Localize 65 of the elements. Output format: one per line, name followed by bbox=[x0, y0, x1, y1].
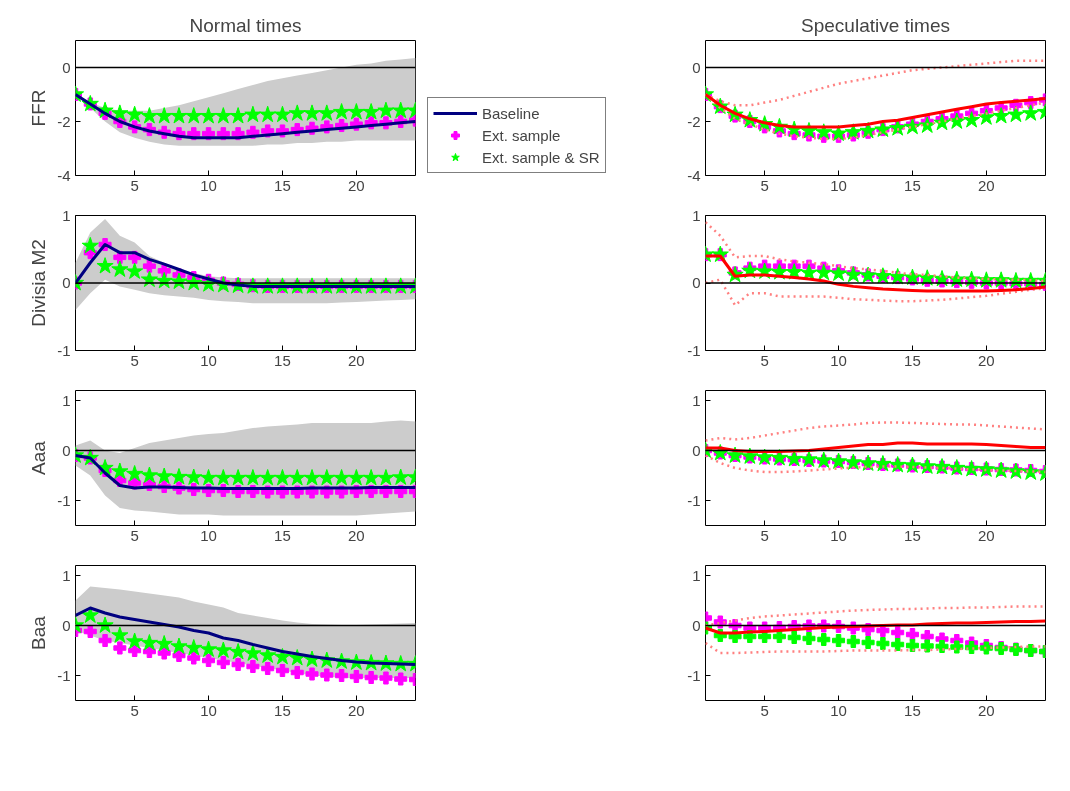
x-tick-label: 20 bbox=[978, 176, 995, 194]
x-tick-label: 15 bbox=[274, 176, 291, 194]
y-tick-label: 0 bbox=[62, 58, 71, 76]
x-tick-label: 5 bbox=[130, 526, 139, 544]
y-axis-title: Aaa bbox=[28, 440, 50, 475]
x-tick-label: 15 bbox=[274, 351, 291, 369]
x-tick-label: 15 bbox=[904, 351, 921, 369]
legend-label: Ext. sample & SR bbox=[482, 148, 600, 166]
y-tick-label: 1 bbox=[692, 566, 701, 584]
x-tick-label: 20 bbox=[348, 176, 365, 194]
y-tick-label: 1 bbox=[692, 206, 701, 224]
y-tick-label: 0 bbox=[692, 58, 701, 76]
y-tick-label: 0 bbox=[692, 441, 701, 459]
chart-title: Normal times bbox=[189, 14, 302, 36]
x-tick-label: 20 bbox=[348, 526, 365, 544]
x-tick-label: 5 bbox=[760, 351, 769, 369]
x-tick-label: 10 bbox=[200, 701, 217, 719]
x-tick-label: 15 bbox=[904, 176, 921, 194]
y-tick-label: -2 bbox=[57, 112, 71, 130]
y-axis-title: FFR bbox=[28, 89, 50, 127]
x-tick-label: 20 bbox=[978, 526, 995, 544]
x-tick-label: 10 bbox=[200, 526, 217, 544]
y-tick-label: -1 bbox=[57, 666, 71, 684]
legend-label: Baseline bbox=[482, 104, 540, 122]
x-tick-label: 5 bbox=[760, 701, 769, 719]
x-tick-label: 15 bbox=[904, 701, 921, 719]
y-tick-label: 1 bbox=[62, 566, 71, 584]
y-tick-label: -1 bbox=[57, 341, 71, 359]
x-tick-label: 5 bbox=[130, 701, 139, 719]
y-tick-label: -4 bbox=[57, 166, 71, 184]
x-tick-label: 20 bbox=[348, 351, 365, 369]
x-tick-label: 20 bbox=[348, 701, 365, 719]
x-tick-label: 5 bbox=[130, 351, 139, 369]
y-tick-label: -1 bbox=[57, 491, 71, 509]
y-axis-title: Baa bbox=[28, 615, 50, 650]
x-tick-label: 5 bbox=[760, 526, 769, 544]
y-tick-label: 1 bbox=[62, 206, 71, 224]
x-tick-label: 15 bbox=[904, 526, 921, 544]
x-tick-label: 10 bbox=[830, 526, 847, 544]
y-tick-label: 0 bbox=[62, 274, 71, 291]
y-tick-label: -4 bbox=[687, 166, 701, 184]
x-tick-label: 10 bbox=[830, 701, 847, 719]
y-tick-label: 1 bbox=[62, 391, 71, 409]
x-tick-label: 5 bbox=[130, 176, 139, 194]
x-tick-label: 20 bbox=[978, 701, 995, 719]
y-tick-label: 1 bbox=[692, 391, 701, 409]
x-tick-label: 10 bbox=[830, 351, 847, 369]
x-tick-label: 10 bbox=[200, 351, 217, 369]
y-tick-label: -1 bbox=[687, 666, 701, 684]
x-tick-label: 15 bbox=[274, 701, 291, 719]
y-tick-label: 0 bbox=[692, 616, 701, 634]
y-tick-label: -2 bbox=[687, 112, 701, 130]
y-tick-label: -1 bbox=[687, 341, 701, 359]
x-tick-label: 20 bbox=[978, 351, 995, 369]
legend-label: Ext. sample bbox=[482, 126, 561, 144]
y-tick-label: 0 bbox=[62, 616, 71, 634]
y-axis-title: Divisia M2 bbox=[28, 239, 50, 327]
x-tick-label: 5 bbox=[760, 176, 769, 194]
y-tick-label: -1 bbox=[687, 491, 701, 509]
x-tick-label: 15 bbox=[274, 526, 291, 544]
x-tick-label: 10 bbox=[830, 176, 847, 194]
chart-title: Speculative times bbox=[801, 14, 950, 36]
x-tick-label: 10 bbox=[200, 176, 217, 194]
y-tick-label: 0 bbox=[692, 274, 701, 291]
y-tick-label: 0 bbox=[62, 441, 71, 459]
